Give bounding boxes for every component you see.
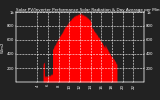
Y-axis label: W/m2: W/m2 — [1, 41, 5, 53]
Text: Solar PV/Inverter Performance Solar Radiation & Day Average per Minute: Solar PV/Inverter Performance Solar Radi… — [16, 8, 160, 12]
